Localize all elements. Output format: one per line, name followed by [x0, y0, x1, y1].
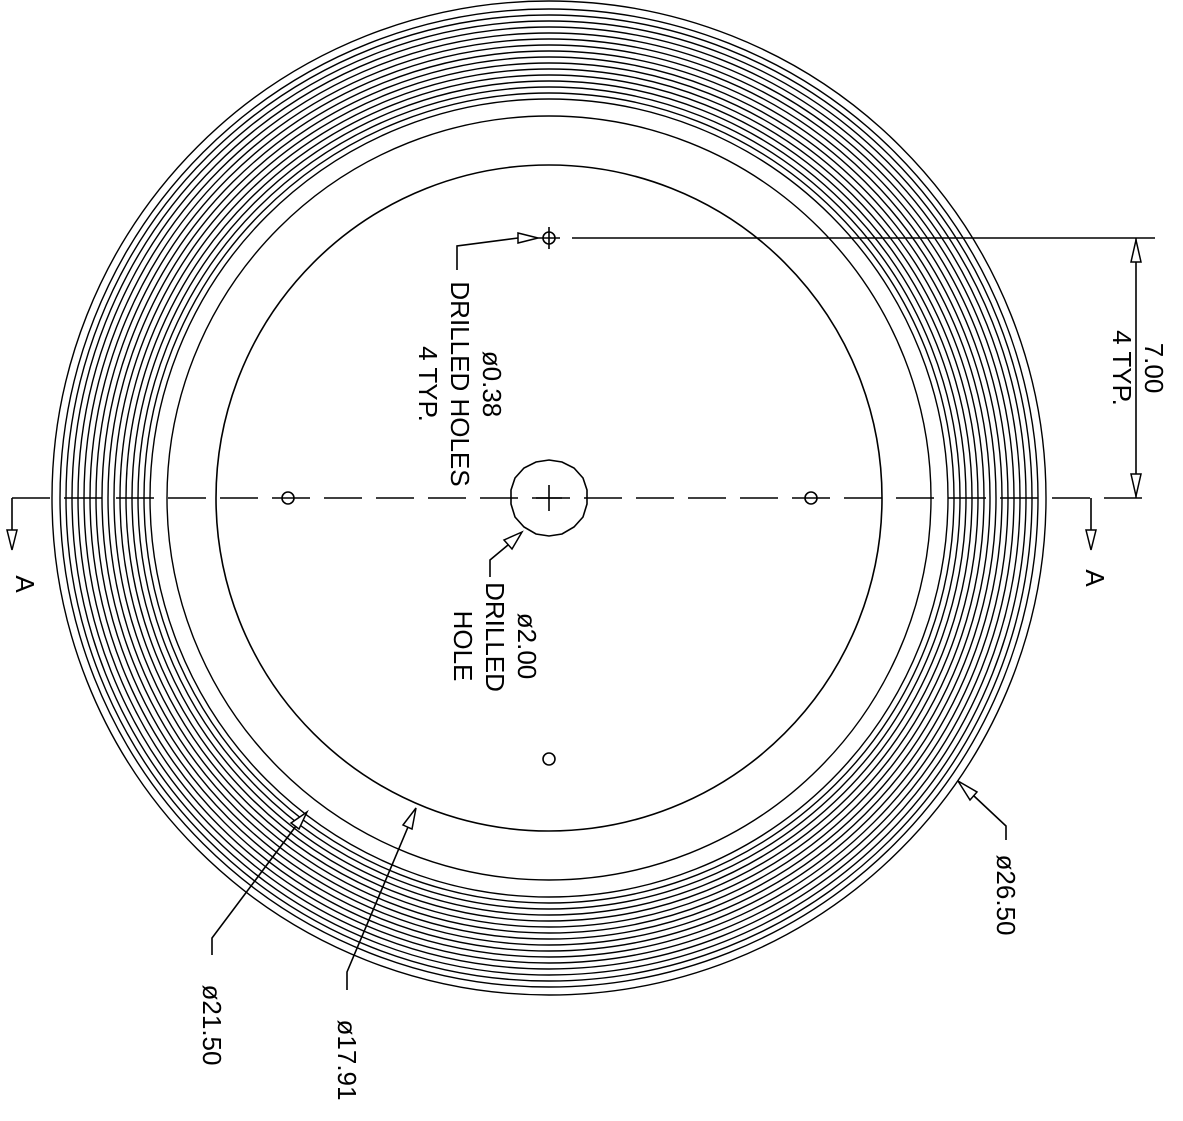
offset-dim-line1: 7.00: [1139, 343, 1169, 394]
dim-arrow-bottom: [1130, 473, 1142, 497]
rim-ring-17: [51, 0, 1047, 996]
outer-diameter-label: ø26.50: [991, 855, 1021, 936]
leader-center-hole: [489, 544, 509, 577]
section-arrow-left: [6, 529, 18, 551]
leader-ring-diameter-arrow: [289, 809, 309, 831]
center-hole-line1: ø2.00: [512, 613, 542, 680]
inner-diameter-label: ø17.91: [332, 1020, 362, 1101]
rim-ring-8: [107, 56, 991, 940]
center-hole: [510, 459, 588, 537]
leader-outer-diameter: [973, 795, 1007, 840]
section-label-right: A: [1080, 569, 1110, 587]
leader-ring-diameter: [211, 825, 297, 955]
leader-inner-diameter: [346, 826, 409, 990]
dim-arrow-top: [1130, 239, 1142, 263]
offset-dim-line2: 4 TYP.: [1107, 330, 1137, 406]
leader-small-holes-arrow: [517, 232, 539, 244]
ring-diameter-label: ø21.50: [197, 985, 227, 1066]
small-holes-line1: ø0.38: [477, 351, 507, 418]
center-hole-line3: HOLE: [448, 611, 478, 682]
section-arrow-right: [1085, 529, 1097, 551]
leader-center-hole-arrow: [502, 530, 524, 551]
small-hole-bottom: [542, 752, 556, 766]
center-hole-line2: DRILLED: [480, 582, 510, 692]
leader-outer-diameter-arrow: [957, 780, 979, 802]
small-holes-line3: 4 TYP.: [413, 346, 443, 422]
small-holes-line2: DRILLED HOLES: [445, 281, 475, 486]
leader-inner-diameter-arrow: [401, 807, 417, 831]
section-label-left: A: [10, 575, 40, 593]
leader-small-holes: [456, 237, 519, 270]
